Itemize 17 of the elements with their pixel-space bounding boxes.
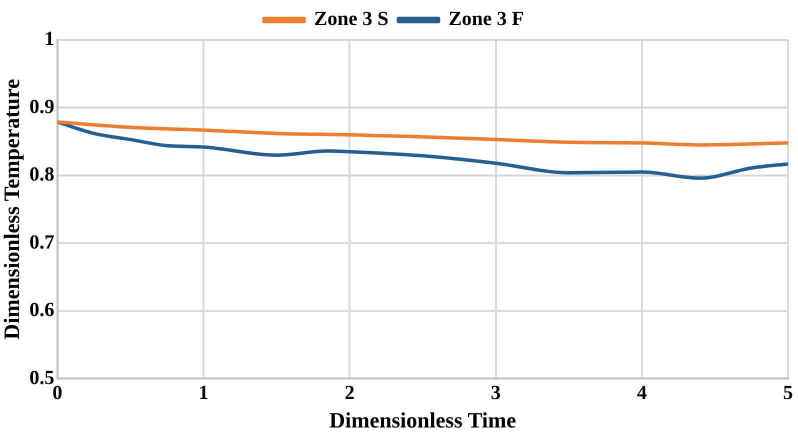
y-tick-label: 0.5 — [29, 366, 54, 389]
legend-label: Zone 3 S — [314, 8, 388, 30]
y-tick-label: 0.6 — [29, 299, 54, 322]
x-tick-label: 3 — [490, 382, 501, 404]
legend-label: Zone 3 F — [448, 8, 524, 30]
line-series — [57, 120, 788, 147]
x-tick-label: 0 — [52, 382, 62, 404]
y-tick-label: 0.9 — [29, 96, 54, 118]
y-tick-label: 1 — [44, 28, 54, 50]
x-tick-label: 4 — [636, 382, 647, 404]
y-axis-title: Dimensionless Temperature — [0, 78, 24, 340]
y-tick-label: 0.7 — [29, 231, 54, 254]
x-tick-label: 5 — [783, 382, 793, 404]
x-tick-label: 2 — [344, 382, 355, 404]
y-tick-label: 0.8 — [29, 164, 54, 186]
x-axis-title: Dimensionless Time — [329, 407, 516, 432]
x-tick-label: 1 — [198, 382, 209, 404]
